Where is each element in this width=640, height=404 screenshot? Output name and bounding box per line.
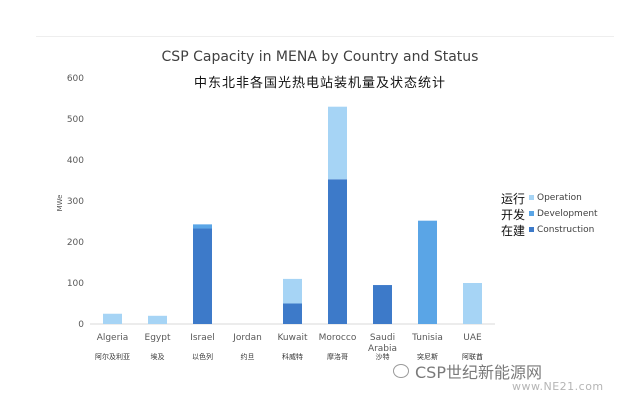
legend-label: Development [537, 209, 598, 219]
x-tick-label: UAE [463, 333, 482, 343]
y-tick-label: 200 [67, 238, 84, 248]
bar-development [193, 224, 212, 229]
legend-label-cn: 开发 [501, 207, 525, 222]
legend-label: Construction [537, 225, 594, 235]
bar-operation [463, 283, 482, 324]
legend-swatch [529, 211, 534, 216]
x-tick-label-cn: 沙特 [376, 352, 390, 361]
legend-label: Operation [537, 193, 582, 203]
bar-construction [328, 179, 347, 324]
x-tick-label-cn: 阿联酋 [462, 352, 483, 361]
x-tick-label: Morocco [319, 333, 357, 343]
legend-swatch [529, 227, 534, 232]
x-tick-label: Arabia [368, 344, 397, 354]
bar-construction [283, 303, 302, 324]
bar-operation [103, 313, 122, 324]
y-axis-label: MWe [56, 195, 64, 212]
legend-label-cn: 在建 [501, 224, 525, 238]
x-tick-label: Saudi [370, 333, 395, 343]
chart-frame [36, 36, 614, 370]
x-tick-label: Egypt [145, 333, 171, 343]
x-tick-label: Kuwait [277, 333, 308, 343]
chart-subtitle: 中东北非各国光热电站装机量及状态统计 [193, 76, 446, 91]
x-tick-label: Algeria [97, 333, 129, 343]
x-tick-label-cn: 以色列 [192, 352, 213, 361]
y-tick-label: 300 [67, 197, 84, 207]
watermark: CSP世纪新能源网 [393, 360, 633, 382]
y-tick-label: 500 [67, 115, 84, 125]
chart-title: CSP Capacity in MENA by Country and Stat… [161, 49, 479, 65]
x-tick-label-cn: 埃及 [151, 352, 165, 361]
legend-label-cn: 运行 [501, 192, 525, 206]
bar-operation [148, 315, 167, 324]
wechat-icon [393, 364, 409, 378]
x-tick-label: Jordan [232, 333, 262, 343]
bar-construction [193, 228, 212, 324]
x-tick-label-cn: 摩洛哥 [327, 352, 348, 361]
y-tick-label: 0 [78, 320, 84, 330]
watermark-url: www.NE21.com [512, 380, 604, 393]
x-tick-label-cn: 突尼斯 [417, 352, 438, 361]
x-tick-label: Tunisia [411, 333, 443, 343]
bar-construction [373, 285, 392, 324]
bar-operation [283, 278, 302, 304]
x-tick-label-cn: 科威特 [282, 352, 303, 361]
x-tick-label-cn: 约旦 [241, 352, 255, 361]
bar-development [418, 220, 437, 324]
y-tick-label: 400 [67, 156, 84, 166]
y-tick-label: 100 [67, 279, 84, 289]
x-tick-label-cn: 阿尔及利亚 [95, 352, 130, 361]
y-tick-label: 600 [67, 74, 84, 84]
legend-swatch [529, 195, 534, 200]
bar-operation [328, 106, 347, 180]
x-tick-label: Israel [190, 333, 215, 343]
watermark-text: CSP世纪新能源网 [415, 363, 542, 382]
